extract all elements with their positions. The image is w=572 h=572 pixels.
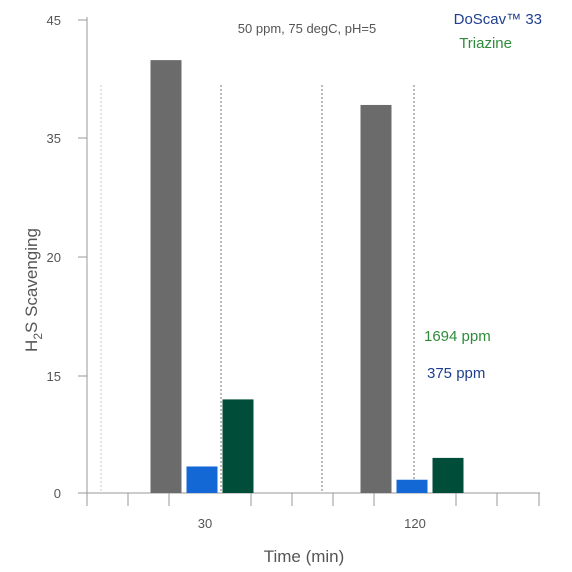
bar-series1-30 [186,466,218,493]
x-tick-label-120: 120 [404,516,426,531]
annotation-375-ppm: 375 ppm [427,365,485,382]
y-axis-title-main: H [22,340,41,352]
bar-series1-120 [396,479,428,493]
bar-series0-120 [360,104,392,494]
y-tick-label: 0 [54,486,61,501]
bar-series0-30 [150,60,182,494]
chart-subtitle: 50 ppm, 75 degC, pH=5 [238,21,376,36]
y-tick-label: 20 [47,250,61,265]
x-ticks: 30 120 [86,493,540,531]
y-axis-title: H2S Scavenging [22,228,45,352]
bar-series2-120 [432,457,464,493]
bar-series2-30 [222,399,254,493]
y-tick-label: 45 [47,13,61,28]
legend-entry-triazine: Triazine [459,35,512,52]
y-axis-title-rest: S Scavenging [22,228,41,333]
y-tick-label: 35 [47,131,61,146]
legend-entry-doscav: DoScav™ 33 [454,11,542,28]
guide-lines [100,85,415,493]
x-tick-label-30: 30 [198,516,212,531]
annotation-1694-ppm: 1694 ppm [424,328,491,345]
y-tick-label: 15 [47,369,61,384]
y-axis-title-subscript: 2 [31,333,45,340]
y-ticks: 0 15 20 35 45 [47,13,87,501]
bars [150,60,464,494]
x-axis-title: Time (min) [264,547,345,566]
